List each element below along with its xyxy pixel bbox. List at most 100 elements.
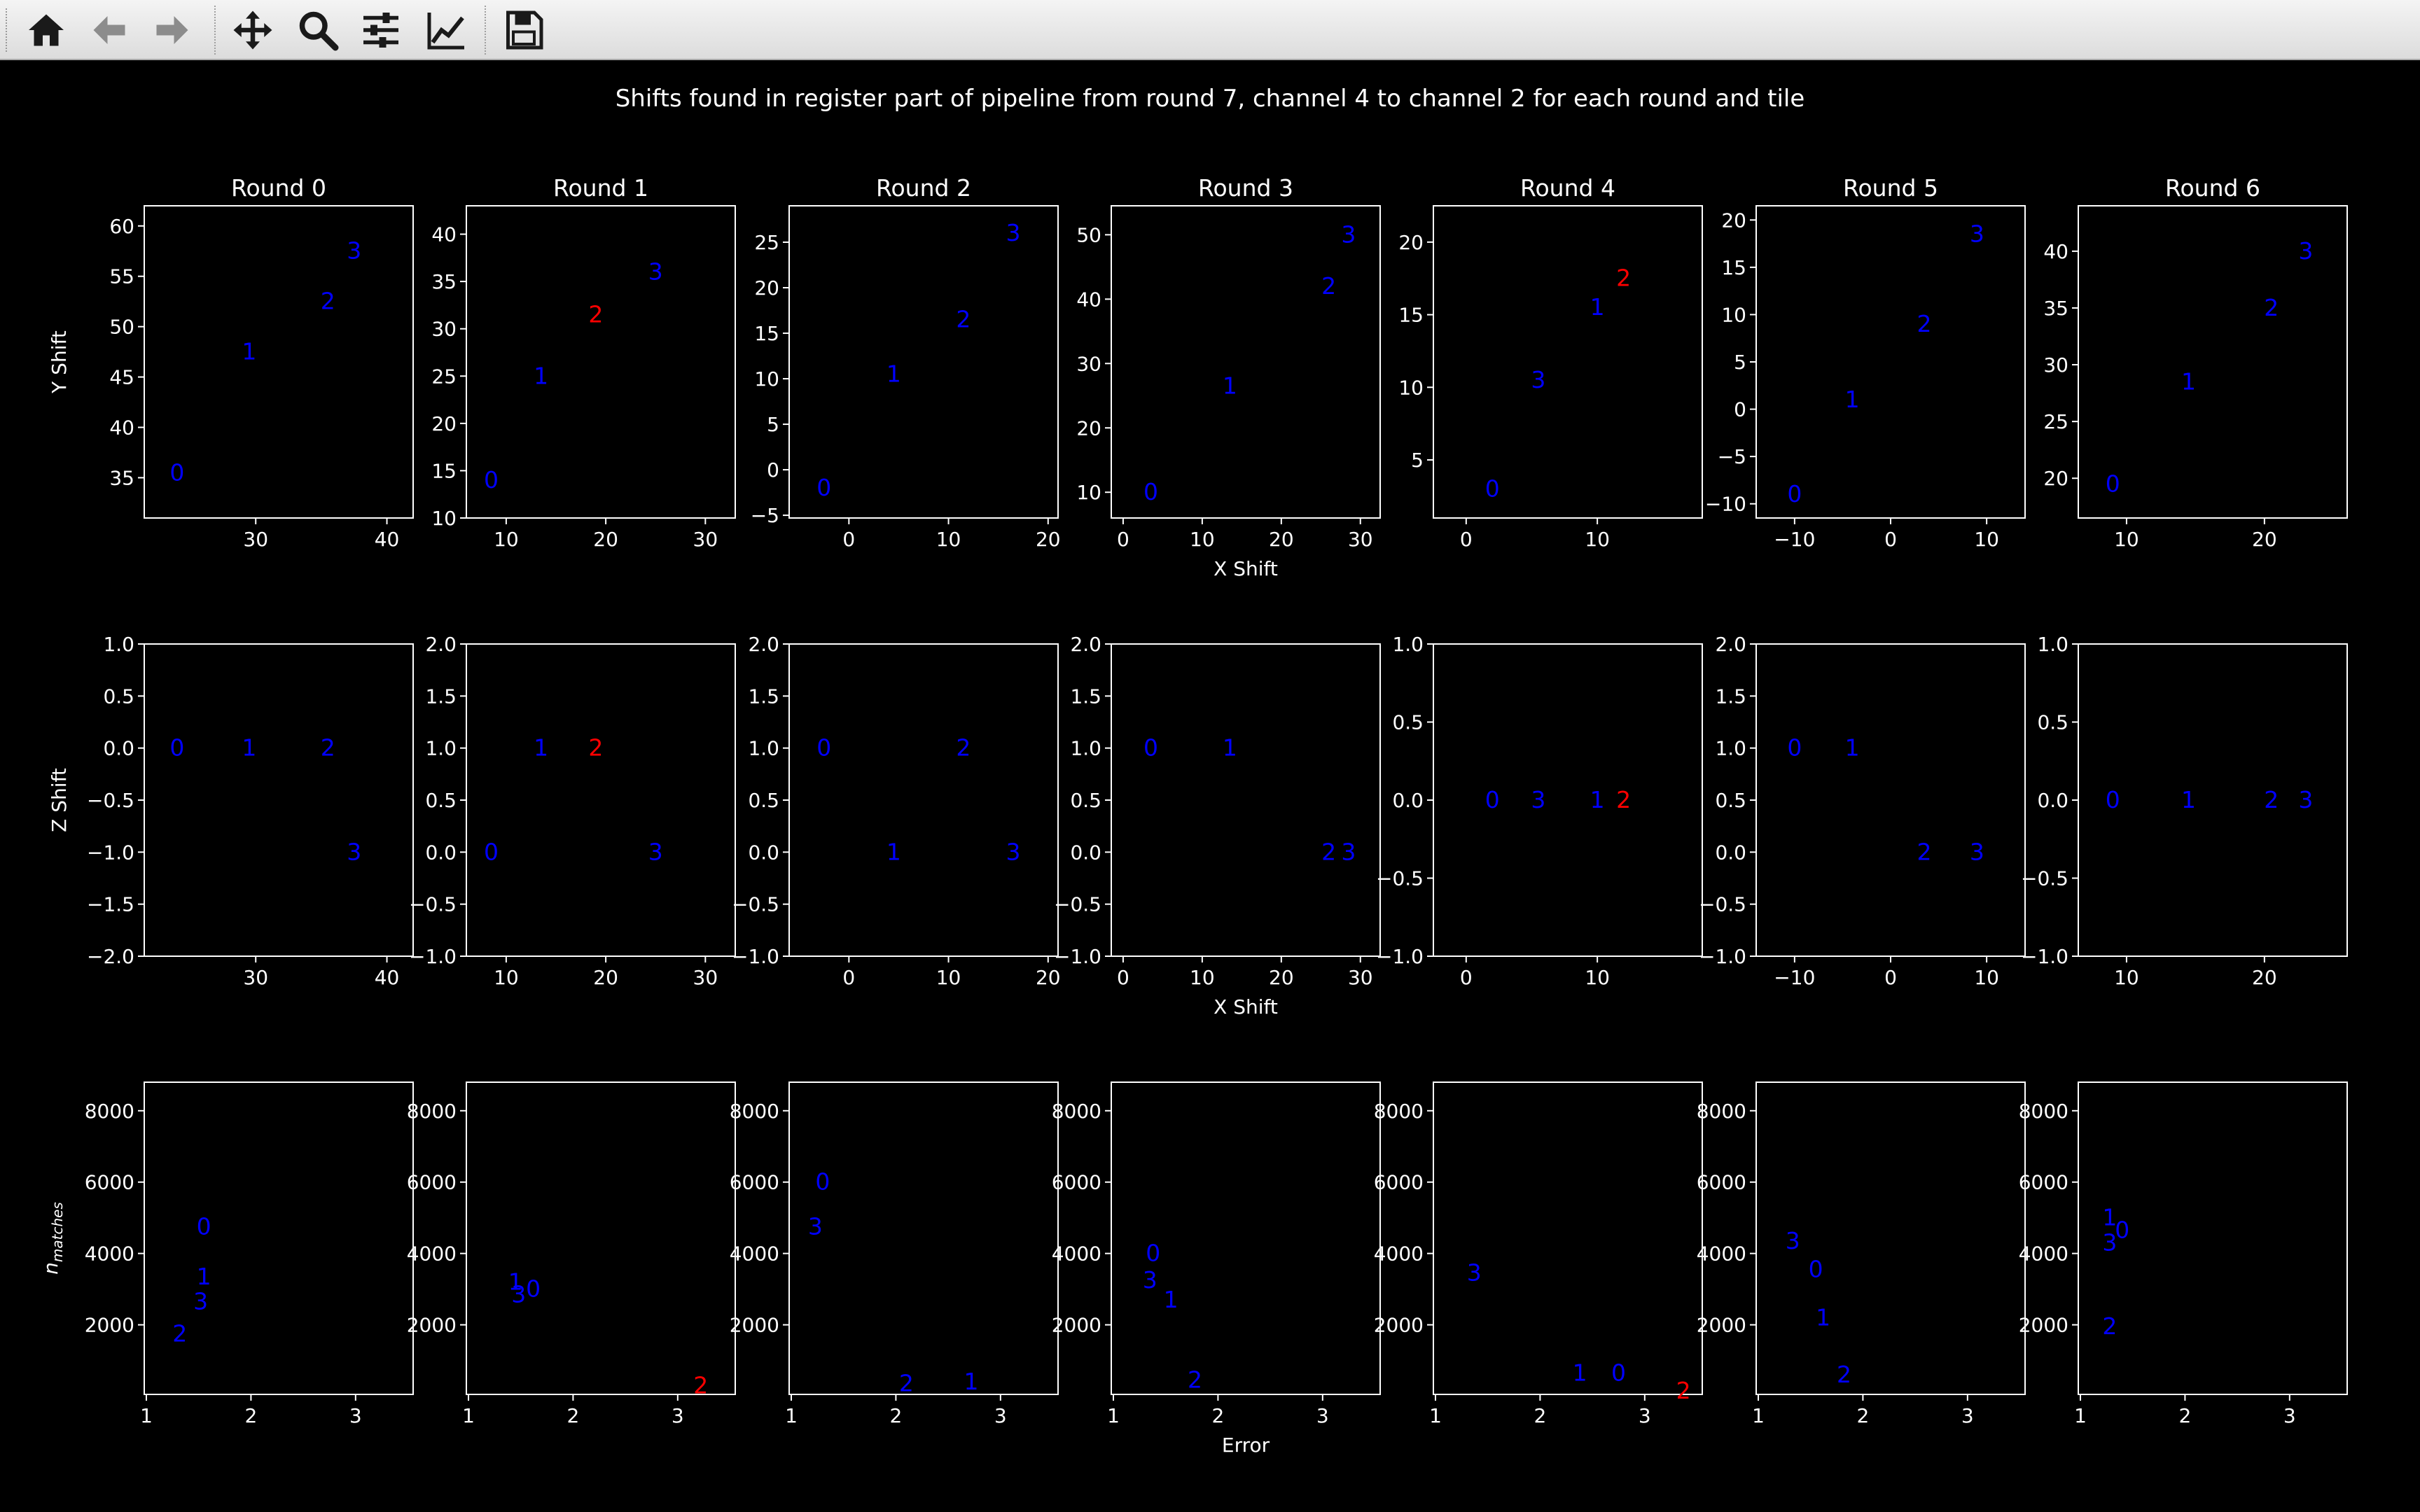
tile-label-point: 2	[1676, 1377, 1691, 1404]
round-4-yx-ytick-label: 10	[1398, 376, 1424, 399]
round-5-yx-axes: Round 5 −10 0 10 −10 −5 0 5 10 15 20 0 1 2 3	[1705, 174, 2026, 551]
tile-label-point: 3	[1341, 838, 1356, 865]
round-3-yx-axes: Round 3 0 10 20 30 10 20 30 40 50 X Shift 0 1 23	[1076, 174, 1381, 580]
tile-label-point: 0	[526, 1275, 541, 1303]
tile-label-point: 3	[1341, 220, 1356, 248]
floppy-disk-icon	[506, 10, 543, 50]
tile-label-point: 1	[1590, 786, 1605, 813]
round-1-yx-title: Round 1	[553, 174, 648, 202]
round-5-yx-ytick-label: 5	[1734, 351, 1746, 374]
round-5-yx-ytick-label: 20	[1721, 209, 1746, 232]
round-4-zx-xtick-label: 10	[1585, 966, 1610, 989]
round-3-zx-xtick-label: 30	[1348, 966, 1373, 989]
round-6-yx-axes: Round 6 10 20 20 25 30 35 40 0 1 2 3	[2043, 174, 2348, 551]
round-6-zx-ytick-label: 1.0	[2037, 633, 2068, 656]
round-4-zx-axes: 0 10 −1.0 −0.5 0.0 0.5 1.0 0 3 1 2	[1376, 633, 1703, 989]
tile-label-point: 1	[1845, 386, 1860, 413]
round-5-err-xtick-label: 1	[1752, 1404, 1765, 1427]
configure-subplots-button[interactable]	[356, 7, 406, 53]
tile-label-point: 2	[2264, 786, 2279, 813]
round-1-err-ytick-label: 2000	[407, 1314, 457, 1337]
round-2-yx-xtick-label: 10	[936, 528, 961, 551]
round-4-err-xtick-label: 3	[1639, 1404, 1651, 1427]
round-6-yx-xtick-label: 10	[2114, 528, 2139, 551]
tile-label-point: 2	[1616, 786, 1631, 813]
round-5-zx-frame	[1755, 643, 2026, 957]
round-2-zx-ytick-label: −1.0	[732, 945, 779, 968]
round-3-yx-xtick-label: 30	[1348, 528, 1373, 551]
tile-label-point: 1	[2102, 1204, 2117, 1231]
round-2-zx-xtick-label: 0	[842, 966, 855, 989]
tile-label-point: 2	[956, 306, 971, 333]
zoom-button[interactable]	[293, 7, 343, 53]
round-4-err-xtick-label: 2	[1534, 1404, 1546, 1427]
round-6-yx-xtick-label: 20	[2252, 528, 2277, 551]
home-button[interactable]	[21, 7, 71, 53]
round-4-err-xtick-label: 1	[1429, 1404, 1442, 1427]
round-0-zx-ytick-label: −2.0	[87, 945, 134, 968]
tile-label-point: 1	[508, 1268, 523, 1295]
tile-label-point: 2	[956, 734, 971, 762]
round-1-yx-ytick-label: 25	[431, 365, 457, 388]
toolbar-grip[interactable]	[6, 8, 11, 52]
arrow-right-icon	[156, 16, 188, 44]
round-6-yx-frame	[2078, 205, 2348, 519]
round-6-yx-ytick-label: 35	[2043, 297, 2068, 320]
round-1-zx-ytick-label: 1.5	[425, 685, 457, 708]
round-4-zx-ytick-label: 0.5	[1392, 711, 1424, 734]
round-3-err-ytick-label: 6000	[1052, 1171, 1101, 1194]
round-6-err-ytick-label: 2000	[2019, 1314, 2068, 1337]
round-5-zx-ytick-label: 1.0	[1715, 737, 1746, 760]
tile-label-point: 1	[2181, 368, 2196, 395]
round-2-yx-ytick-label: 25	[754, 231, 779, 254]
tile-label-point: 2	[1616, 265, 1631, 292]
round-6-zx-ytick-label: −0.5	[2021, 867, 2068, 890]
save-button[interactable]	[499, 7, 549, 53]
tile-label-point: 0	[169, 734, 184, 762]
round-3-yx-xlabel: X Shift	[1214, 557, 1278, 580]
round-5-zx-axes: −10 0 10 −1.0 −0.5 0.0 0.5 1.0 1.5 2.0 0 1 2 3	[1699, 633, 2026, 989]
round-1-yx-frame	[466, 205, 736, 519]
tile-label-point: 1	[1164, 1286, 1178, 1313]
round-6-yx-title: Round 6	[2165, 174, 2260, 202]
magnifier-icon	[299, 11, 339, 51]
round-4-yx-frame	[1433, 205, 1703, 519]
round-2-err-axes: 1 2 3 2000 4000 6000 8000 0 3 2 1	[730, 1082, 1059, 1427]
round-3-zx-ytick-label: −0.5	[1054, 893, 1101, 916]
forward-button[interactable]	[147, 7, 197, 53]
tile-label-point: 3	[1006, 838, 1021, 865]
round-3-yx-title: Round 3	[1198, 174, 1293, 202]
round-0-zx-axes: 30 40 −2.0 −1.5 −1.0 −0.5 0.0 0.5 1.0 Z Shift 0 1 2 3	[48, 633, 414, 989]
round-0-yx-ytick-label: 60	[109, 215, 134, 238]
tile-label-point: 2	[588, 300, 603, 328]
pan-button[interactable]	[228, 7, 278, 53]
tile-label-point: 2	[588, 734, 603, 762]
tile-label-point: 2	[2102, 1312, 2117, 1340]
round-0-yx-xtick-label: 30	[243, 528, 268, 551]
tile-label-point: 3	[1970, 838, 1984, 865]
round-6-zx-ytick-label: 0.5	[2037, 711, 2068, 734]
round-1-err-ytick-label: 6000	[407, 1171, 457, 1194]
round-2-err-ytick-label: 8000	[730, 1100, 779, 1123]
round-3-zx-xtick-label: 10	[1190, 966, 1215, 989]
tile-label-point: 1	[886, 838, 901, 865]
round-5-yx-ytick-label: −10	[1705, 493, 1746, 516]
round-0-yx-ytick-label: 40	[109, 416, 134, 440]
round-2-zx-frame	[788, 643, 1059, 957]
round-5-zx-ytick-label: 1.5	[1715, 685, 1746, 708]
round-1-zx-ytick-label: 2.0	[425, 633, 457, 656]
back-button[interactable]	[84, 7, 134, 53]
round-2-zx-xtick-label: 20	[1036, 966, 1061, 989]
tile-label-point: 1	[886, 360, 901, 388]
round-1-err-ytick-label: 4000	[407, 1242, 457, 1266]
round-5-zx-ytick-label: 0.5	[1715, 789, 1746, 812]
round-6-err-ytick-label: 6000	[2019, 1171, 2068, 1194]
figure-canvas[interactable]: Shifts found in register part of pipelin…	[0, 60, 2420, 1512]
round-3-yx-ytick-label: 40	[1076, 288, 1101, 311]
round-1-yx-ytick-label: 15	[431, 459, 457, 482]
round-6-zx-axes: 10 20 −1.0 −0.5 0.0 0.5 1.0 0 1 2 3	[2021, 633, 2348, 989]
edit-axis-button[interactable]	[422, 7, 472, 53]
round-0-zx-xtick-label: 30	[243, 966, 268, 989]
